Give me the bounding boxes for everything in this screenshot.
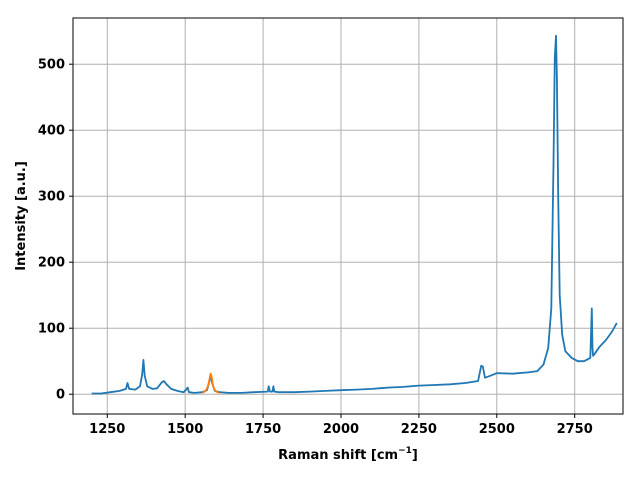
y-tick-label: 200	[38, 256, 65, 271]
x-tick-label: 2250	[401, 422, 437, 437]
y-tick-label: 300	[38, 190, 65, 205]
y-tick-label: 0	[56, 388, 65, 403]
x-tick-label: 1250	[89, 422, 125, 437]
series-line-0	[91, 34, 618, 395]
grid-lines	[73, 18, 623, 414]
x-tick-label: 1750	[245, 422, 281, 437]
y-tick-label: 100	[38, 322, 65, 337]
x-tick-label: 2750	[557, 422, 593, 437]
series-line-1	[201, 372, 220, 394]
plot-area	[91, 34, 618, 395]
axes-frame	[72, 17, 624, 415]
x-tick-label: 2000	[323, 422, 359, 437]
x-tick-label: 2500	[479, 422, 515, 437]
axis-ticks: 1250 1500 1750 2000 2250 2500 2750 0 100 200 300 40…	[38, 58, 593, 437]
y-tick-label: 400	[38, 124, 65, 139]
x-tick-label: 1500	[167, 422, 203, 437]
y-tick-label: 500	[38, 58, 65, 73]
y-axis-label: Intensity [a.u.]	[14, 161, 29, 271]
x-axis-label: Raman shift [cm−1]	[278, 446, 418, 463]
